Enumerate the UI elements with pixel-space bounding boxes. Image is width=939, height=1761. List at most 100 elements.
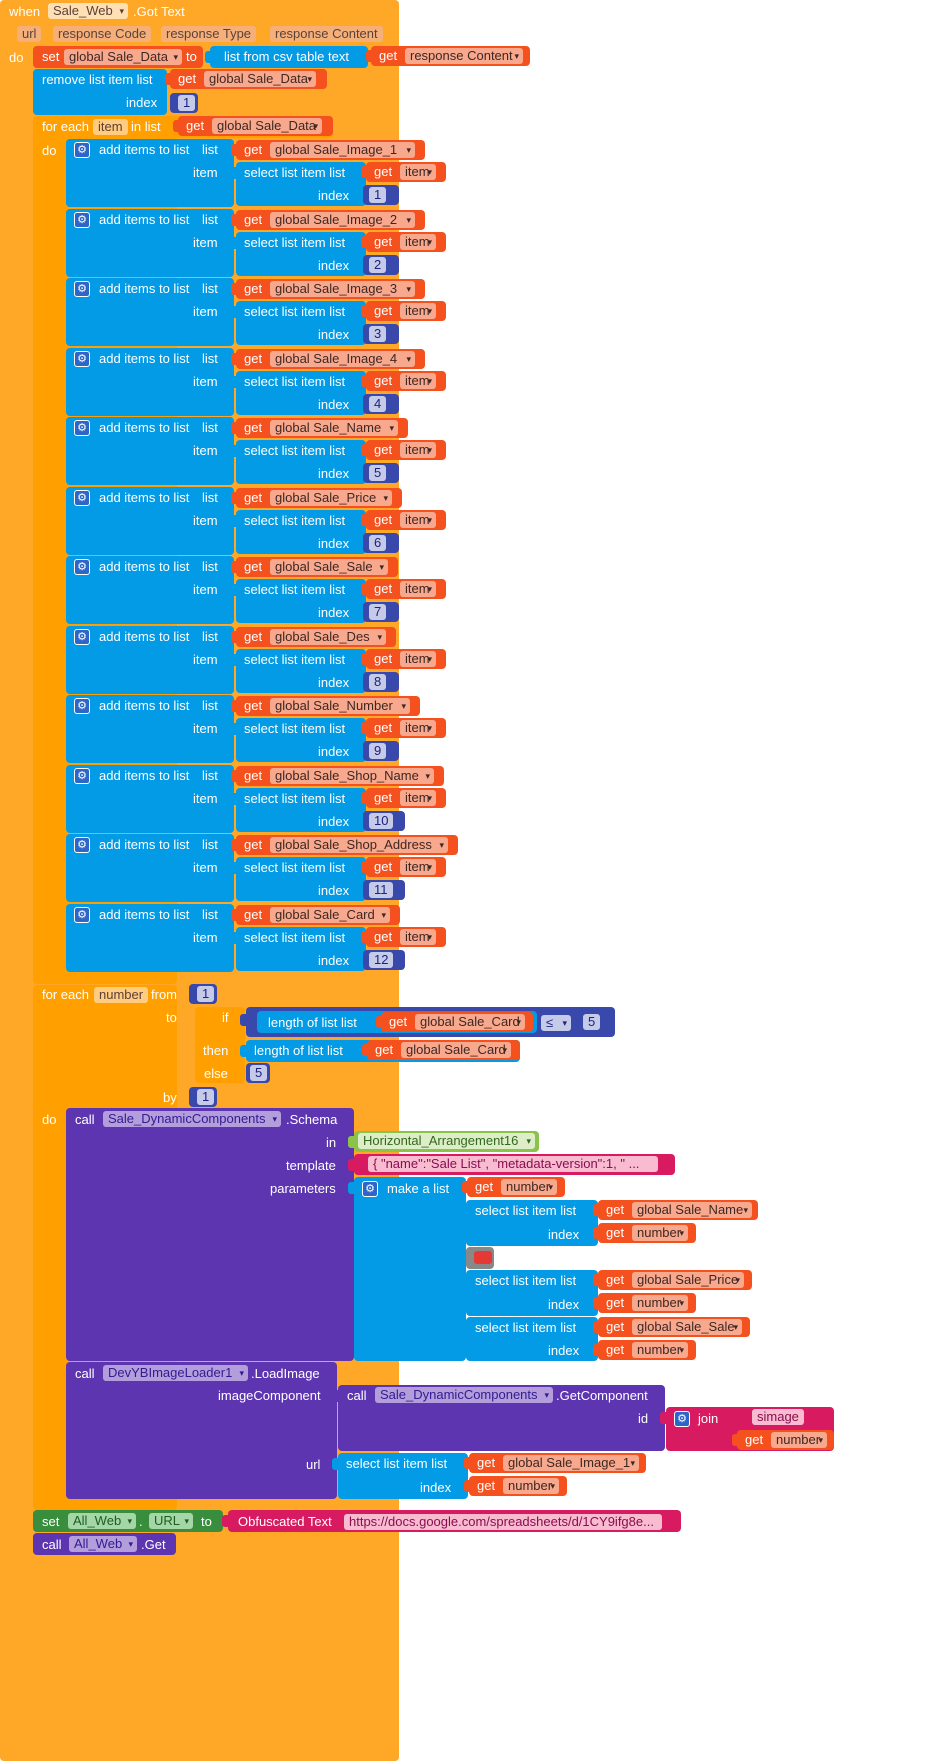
compare-five-number[interactable]: 5 [583,1014,601,1030]
join-number-getter-dropdown[interactable]: number [771,1432,827,1448]
add-4-item-getter-dropdown[interactable]: item [400,372,436,389]
add-12-block[interactable] [66,903,234,972]
add-3-item-getter-dropdown[interactable]: item [400,303,436,319]
add-6-item-getter-dropdown[interactable]: item [400,511,436,528]
price-index-getter-dropdown[interactable]: number [632,1295,688,1311]
csv-table-block[interactable] [210,46,368,68]
foreach-number-var[interactable]: number [94,987,149,1003]
add-6-select-block[interactable] [236,509,366,554]
add-6-block[interactable] [66,486,234,555]
add-10-select-block[interactable] [236,787,366,832]
select-name-block[interactable] [466,1200,598,1246]
add-5-item-getter-dropdown[interactable]: item [400,442,436,458]
image1-getter-dropdown[interactable]: global Sale_Image_1 [503,1455,639,1471]
card-getter-2-dropdown[interactable]: global Sale_Card [401,1042,511,1058]
card-getter-1-dropdown[interactable]: global Sale_Card [415,1014,525,1030]
set-url-prop-dropdown[interactable]: URL [149,1513,193,1529]
response-content-getter-dropdown[interactable]: response Content [405,48,523,64]
add-3-block[interactable] [66,278,234,346]
template-text-value[interactable]: { "name":"Sale List", "metadata-version"… [368,1156,658,1172]
add-4-list-getter-dropdown[interactable]: global Sale_Image_4 [270,350,415,367]
add-7-item-getter-dropdown[interactable]: item [400,581,436,597]
add-2-select-block[interactable] [236,231,366,276]
add-8-item-getter-dropdown[interactable]: item [400,650,436,667]
add-1-item-getter-dropdown[interactable]: item [400,164,436,180]
price-getter-dropdown[interactable]: global Sale_Price [632,1272,744,1288]
add-8-mutator-gear[interactable]: ⚙ [74,628,90,645]
make-list-gear[interactable]: ⚙ [362,1181,378,1197]
foreach-item-var[interactable]: item [93,119,128,135]
add-10-mutator-gear[interactable]: ⚙ [74,767,90,784]
add-11-mutator-gear[interactable]: ⚙ [74,837,90,853]
add-7-select-block[interactable] [236,579,366,623]
add-9-select-block[interactable] [236,718,366,762]
add-7-block[interactable] [66,556,234,624]
else-five-number[interactable]: 5 [250,1065,268,1081]
add-9-item-getter-dropdown[interactable]: item [400,720,436,736]
add-11-list-getter-dropdown[interactable]: global Sale_Shop_Address [270,837,448,853]
remove-list-item-block[interactable] [33,69,167,115]
add-2-index-number[interactable]: 2 [369,256,387,273]
add-5-list-getter-dropdown[interactable]: global Sale_Name [270,420,398,436]
add-10-block[interactable] [66,764,234,833]
add-4-select-block[interactable] [236,370,366,415]
add-3-mutator-gear[interactable]: ⚙ [74,281,90,297]
add-3-index-number[interactable]: 3 [369,326,387,342]
add-1-index-number[interactable]: 1 [369,187,387,203]
select-sale-block[interactable] [466,1317,598,1361]
call-get-component-dropdown[interactable]: All_Web [69,1536,137,1552]
add-12-item-getter-dropdown[interactable]: item [400,928,436,945]
obfuscated-url-value[interactable]: https://docs.google.com/spreadsheets/d/1… [344,1514,662,1530]
add-4-mutator-gear[interactable]: ⚙ [74,350,90,367]
add-2-item-getter-dropdown[interactable]: item [400,233,436,250]
add-6-index-number[interactable]: 6 [369,534,387,551]
add-12-list-getter-dropdown[interactable]: global Sale_Card [270,906,390,923]
add-10-item-getter-dropdown[interactable]: item [400,789,436,806]
add-10-index-number[interactable]: 10 [369,812,394,829]
schema-call-block[interactable] [66,1108,354,1361]
add-7-index-number[interactable]: 7 [369,604,387,620]
add-7-mutator-gear[interactable]: ⚙ [74,559,90,575]
add-5-mutator-gear[interactable]: ⚙ [74,420,90,436]
add-6-list-getter-dropdown[interactable]: global Sale_Price [270,489,392,506]
add-1-list-getter-dropdown[interactable]: global Sale_Image_1 [270,142,415,158]
remove-sale-data-getter-dropdown[interactable]: global Sale_Data [204,71,316,87]
add-12-mutator-gear[interactable]: ⚙ [74,906,90,923]
url-index-getter-dropdown[interactable]: number [503,1478,559,1494]
schema-component-dropdown[interactable]: Sale_DynamicComponents [103,1111,281,1127]
add-9-block[interactable] [66,695,234,763]
add-6-mutator-gear[interactable]: ⚙ [74,489,90,506]
add-8-list-getter-dropdown[interactable]: global Sale_Des [270,628,386,645]
make-list-block[interactable] [354,1177,466,1361]
from-number[interactable]: 1 [197,986,215,1002]
sale-index-getter-dropdown[interactable]: number [632,1342,688,1358]
add-1-block[interactable] [66,139,234,207]
select-price-block[interactable] [466,1270,598,1316]
add-4-block[interactable] [66,347,234,416]
set-var-dropdown[interactable]: global Sale_Data [64,49,182,65]
add-11-index-number[interactable]: 11 [369,882,393,898]
add-2-mutator-gear[interactable]: ⚙ [74,211,90,228]
add-1-mutator-gear[interactable]: ⚙ [74,142,90,158]
remove-index-number[interactable]: 1 [178,95,196,111]
set-url-component-dropdown[interactable]: All_Web [68,1513,136,1529]
add-9-mutator-gear[interactable]: ⚙ [74,698,90,714]
loadimage-call-block[interactable] [66,1362,337,1499]
foreach-list-getter-dropdown[interactable]: global Sale_Data [212,118,322,134]
name-getter-dropdown[interactable]: global Sale_Name [632,1202,752,1218]
by-number[interactable]: 1 [197,1089,215,1105]
event-param-3[interactable]: response Content [270,26,383,42]
add-7-list-getter-dropdown[interactable]: global Sale_Sale [270,559,388,575]
add-8-index-number[interactable]: 8 [369,673,387,690]
add-5-select-block[interactable] [236,440,366,484]
loadimage-component-dropdown[interactable]: DevYBImageLoader1 [103,1365,248,1381]
compare-op-dropdown[interactable]: ≤ [541,1015,571,1031]
add-12-select-block[interactable] [236,926,366,971]
getcomponent-component-dropdown[interactable]: Sale_DynamicComponents [375,1387,553,1403]
add-2-block[interactable] [66,208,234,277]
simage-text-value[interactable]: simage [752,1409,804,1425]
add-1-select-block[interactable] [236,162,366,206]
add-9-index-number[interactable]: 9 [369,743,387,759]
event-param-2[interactable]: response Type [161,26,257,42]
name-index-getter-dropdown[interactable]: number [632,1225,688,1241]
